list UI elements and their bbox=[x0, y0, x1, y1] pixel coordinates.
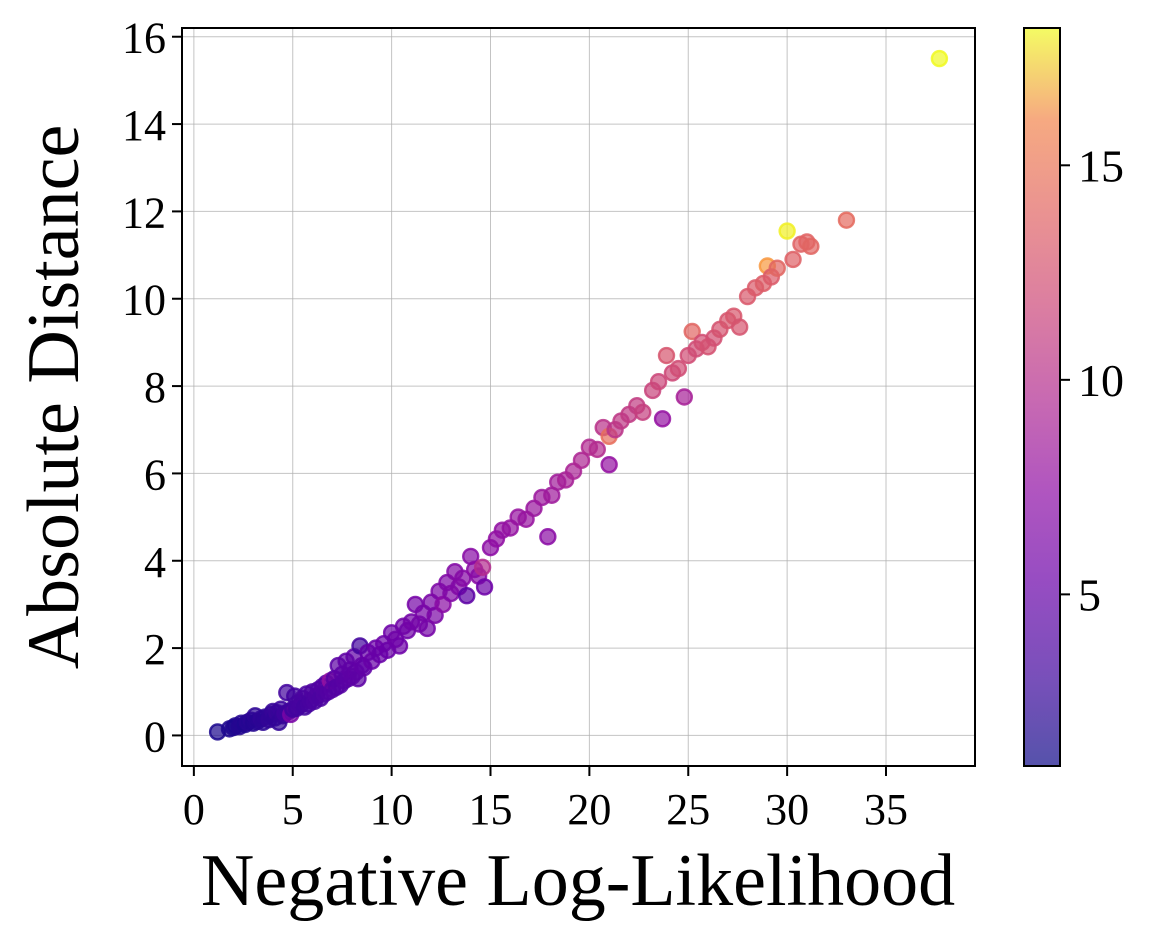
y-axis-title: Absolute Distance bbox=[13, 125, 95, 670]
data-point bbox=[539, 528, 557, 546]
data-point bbox=[768, 259, 786, 277]
data-point bbox=[588, 440, 606, 459]
y-tick-label: 8 bbox=[144, 363, 166, 412]
data-point bbox=[653, 410, 672, 428]
y-tick-label: 4 bbox=[144, 538, 166, 587]
data-point bbox=[683, 322, 701, 341]
y-tick-label: 10 bbox=[122, 276, 166, 325]
data-point bbox=[675, 388, 693, 406]
data-point bbox=[802, 237, 820, 256]
x-axis-ticks: 0 5 10 15 20 25 30 35 bbox=[183, 766, 908, 834]
data-point bbox=[600, 455, 618, 474]
x-tick-label: 35 bbox=[864, 785, 908, 834]
data-point bbox=[669, 359, 688, 378]
data-point bbox=[837, 211, 856, 229]
data-point bbox=[418, 619, 436, 638]
x-tick-label: 5 bbox=[282, 785, 304, 834]
colorbar-tick-label: 15 bbox=[1078, 140, 1124, 191]
colorbar bbox=[1024, 28, 1060, 766]
y-tick-label: 6 bbox=[144, 450, 166, 499]
x-tick-label: 15 bbox=[468, 785, 512, 834]
data-point bbox=[473, 558, 492, 577]
y-tick-label: 2 bbox=[144, 625, 166, 674]
x-axis-title: Negative Log-Likelihood bbox=[201, 840, 955, 922]
colorbar-tick-label: 5 bbox=[1078, 569, 1101, 620]
y-tick-label: 0 bbox=[144, 712, 166, 761]
x-tick-label: 10 bbox=[370, 785, 414, 834]
data-point bbox=[572, 451, 591, 470]
y-tick-label: 14 bbox=[122, 101, 166, 150]
x-tick-label: 25 bbox=[666, 785, 710, 834]
data-point bbox=[475, 578, 494, 596]
y-tick-label: 16 bbox=[122, 14, 166, 63]
x-tick-label: 20 bbox=[567, 785, 611, 834]
colorbar-frame bbox=[1023, 27, 1061, 767]
y-axis-ticks: 0 2 4 6 8 10 12 14 16 bbox=[122, 14, 182, 761]
data-point bbox=[390, 637, 409, 655]
x-tick-label: 30 bbox=[765, 785, 809, 834]
data-point bbox=[657, 346, 676, 365]
y-tick-label: 12 bbox=[122, 188, 166, 237]
plot-area-frame bbox=[181, 27, 976, 767]
colorbar-tick-label: 10 bbox=[1078, 355, 1124, 406]
data-points bbox=[208, 49, 949, 741]
data-point bbox=[458, 586, 476, 605]
x-tick-label: 0 bbox=[183, 785, 205, 834]
data-point bbox=[930, 49, 949, 68]
grid-lines bbox=[182, 28, 975, 766]
data-point bbox=[634, 403, 652, 421]
colorbar-ticks: 5 10 15 bbox=[1060, 140, 1124, 620]
data-point bbox=[778, 222, 796, 240]
data-point bbox=[649, 373, 668, 391]
data-point bbox=[730, 318, 749, 336]
data-point bbox=[784, 250, 802, 269]
